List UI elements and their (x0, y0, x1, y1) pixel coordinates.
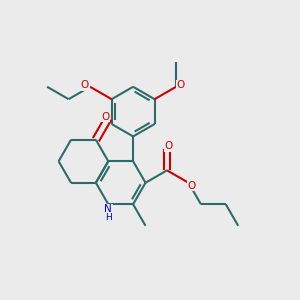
Text: O: O (101, 112, 110, 122)
Text: O: O (165, 142, 173, 152)
Text: N: N (104, 204, 112, 214)
Text: O: O (176, 80, 184, 90)
Text: O: O (81, 80, 89, 90)
Text: O: O (187, 181, 195, 190)
Text: H: H (105, 213, 112, 222)
